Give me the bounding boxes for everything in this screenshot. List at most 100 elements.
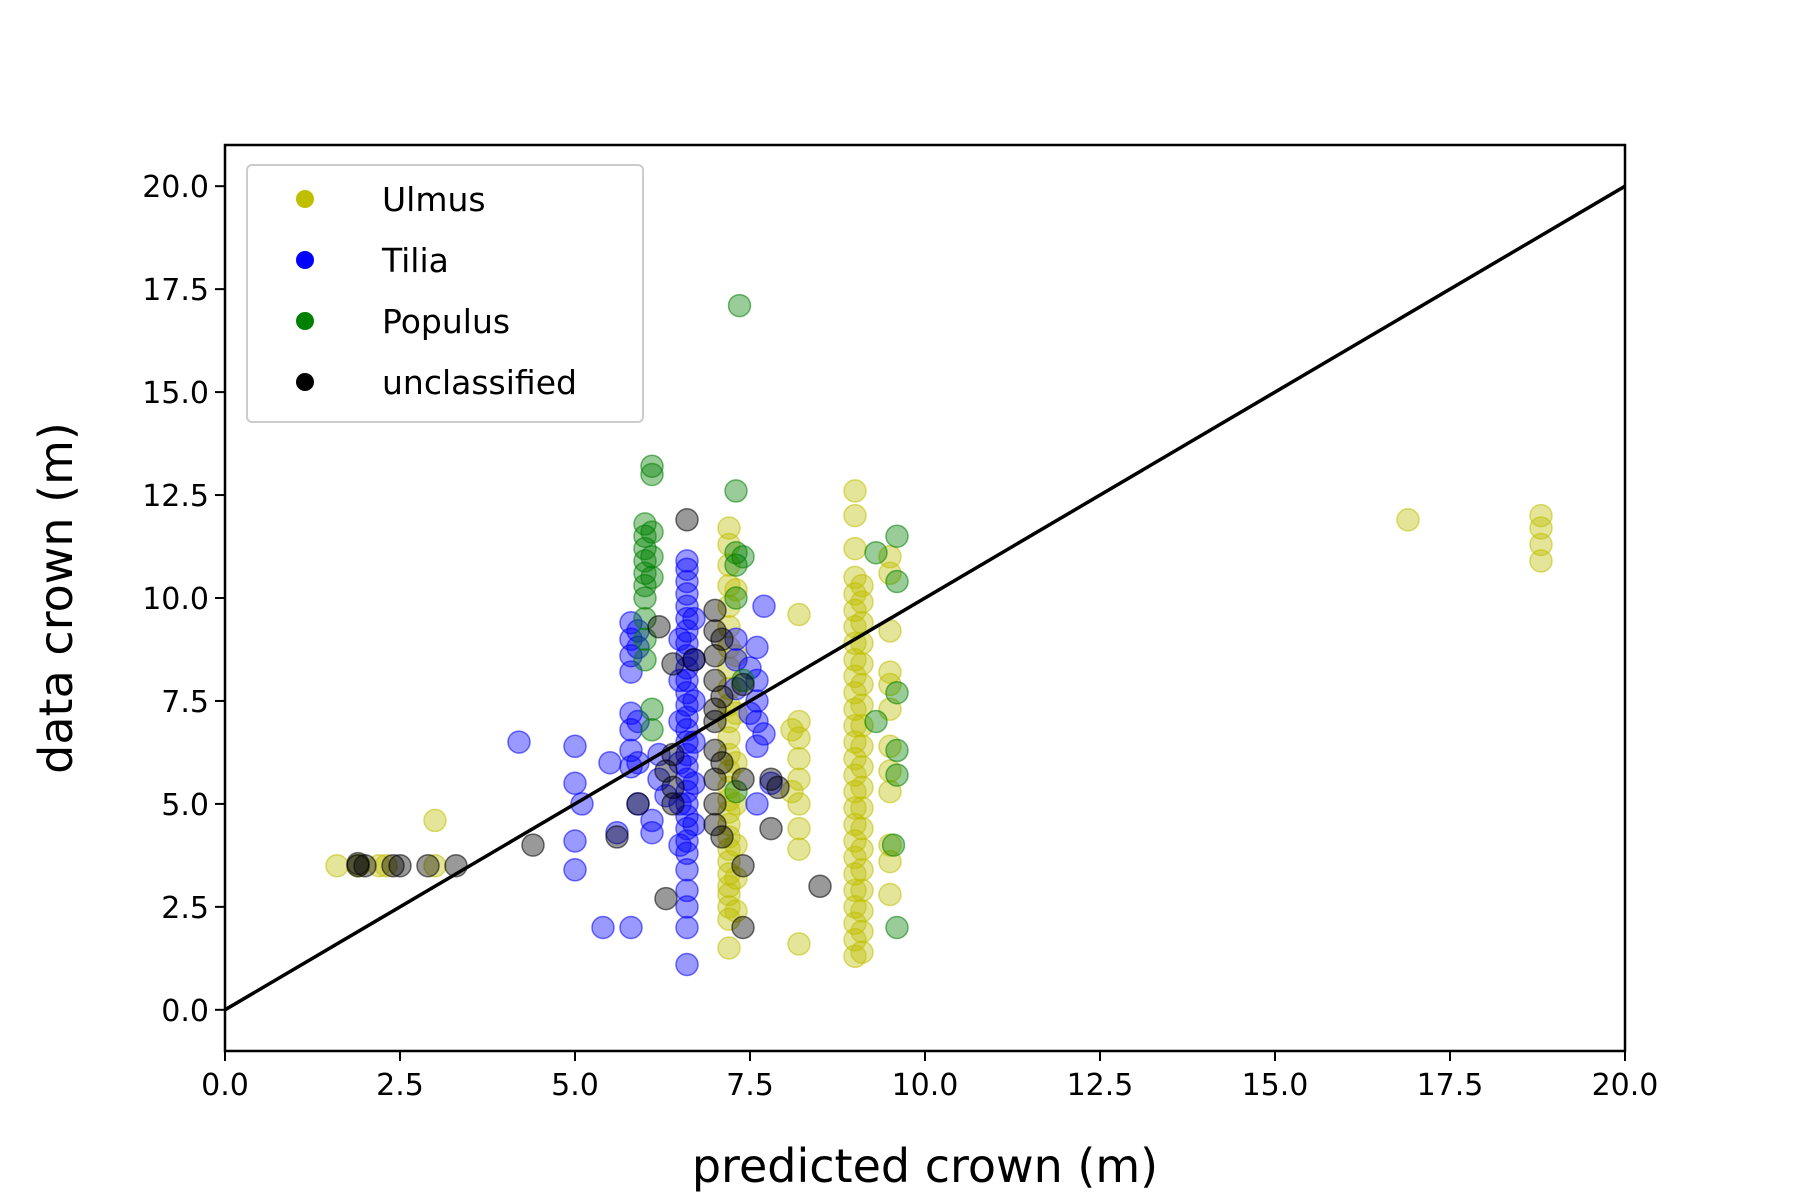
point-ulmus bbox=[850, 796, 874, 820]
point-unclassified bbox=[710, 825, 734, 849]
point-unclassified bbox=[661, 792, 685, 816]
point-ulmus bbox=[850, 899, 874, 923]
legend-marker-unclassified bbox=[296, 373, 314, 391]
x-tick-label: 7.5 bbox=[726, 1068, 774, 1103]
point-ulmus bbox=[843, 536, 867, 561]
point-ulmus bbox=[843, 944, 867, 969]
point-populus bbox=[885, 763, 909, 787]
point-unclassified bbox=[626, 792, 650, 816]
point-ulmus bbox=[787, 767, 811, 791]
point-tilia bbox=[675, 557, 699, 581]
point-unclassified bbox=[766, 775, 790, 800]
point-unclassified bbox=[605, 825, 629, 849]
x-tick-label: 15.0 bbox=[1242, 1068, 1309, 1103]
point-unclassified bbox=[675, 508, 699, 532]
x-tick-label: 17.5 bbox=[1417, 1068, 1484, 1103]
point-ulmus bbox=[850, 919, 874, 944]
y-tick-label: 17.5 bbox=[142, 273, 209, 308]
point-tilia bbox=[682, 771, 706, 796]
point-tilia bbox=[675, 878, 699, 903]
point-ulmus bbox=[843, 878, 867, 903]
point-ulmus bbox=[374, 853, 398, 878]
point-ulmus bbox=[878, 882, 902, 907]
point-ulmus bbox=[367, 853, 391, 878]
point-ulmus bbox=[850, 816, 874, 841]
x-tick-label: 5.0 bbox=[551, 1068, 599, 1103]
point-unclassified bbox=[381, 853, 405, 878]
point-tilia bbox=[752, 722, 776, 746]
y-axis-label: data crown (m) bbox=[29, 422, 83, 774]
legend-label-unclassified: unclassified bbox=[382, 363, 577, 402]
point-ulmus bbox=[1529, 503, 1553, 528]
point-populus bbox=[640, 718, 664, 742]
x-axis-ticks: 0.0 2.5 5.0 7.5 10.0 12.5 15.0 17.5 20.0 bbox=[201, 1051, 1658, 1103]
point-unclassified bbox=[731, 672, 755, 697]
point-populus bbox=[633, 524, 657, 548]
point-ulmus bbox=[325, 853, 349, 878]
legend-label-ulmus: Ulmus bbox=[382, 180, 486, 219]
legend-frame bbox=[246, 164, 644, 423]
point-ulmus bbox=[787, 746, 811, 771]
point-ulmus bbox=[724, 866, 748, 890]
point-tilia bbox=[640, 820, 664, 845]
point-ulmus bbox=[850, 693, 874, 717]
reference-line-layer bbox=[224, 184, 1626, 1012]
point-tilia bbox=[675, 668, 699, 693]
point-ulmus bbox=[787, 837, 811, 861]
point-ulmus bbox=[850, 734, 874, 759]
legend: Ulmus Tilia Populus unclassified bbox=[246, 164, 644, 423]
point-tilia bbox=[745, 734, 769, 759]
point-tilia bbox=[598, 750, 622, 775]
point-populus bbox=[724, 586, 748, 610]
point-ulmus bbox=[850, 713, 874, 738]
point-ulmus bbox=[1529, 532, 1553, 557]
point-ulmus bbox=[850, 837, 874, 861]
point-tilia bbox=[675, 606, 699, 631]
point-ulmus bbox=[850, 672, 874, 697]
point-tilia bbox=[507, 730, 531, 754]
point-unclassified bbox=[661, 775, 685, 800]
y-tick-label: 0.0 bbox=[161, 994, 209, 1029]
point-ulmus bbox=[780, 718, 804, 742]
point-tilia bbox=[675, 952, 699, 977]
point-tilia bbox=[591, 915, 615, 940]
point-populus bbox=[885, 680, 909, 705]
point-unclassified bbox=[682, 648, 706, 672]
point-ulmus bbox=[787, 602, 811, 627]
legend-marker-populus bbox=[296, 312, 314, 330]
point-tilia bbox=[563, 771, 587, 796]
point-unclassified bbox=[703, 598, 727, 623]
point-ulmus bbox=[1529, 549, 1553, 573]
y-tick-label: 20.0 bbox=[142, 170, 209, 205]
point-tilia bbox=[563, 858, 587, 882]
point-ulmus bbox=[717, 812, 741, 837]
point-ulmus bbox=[717, 895, 741, 919]
y-tick-label: 15.0 bbox=[142, 376, 209, 411]
point-unclassified bbox=[703, 792, 727, 816]
point-tilia bbox=[675, 582, 699, 606]
point-unclassified bbox=[710, 685, 734, 709]
x-tick-label: 2.5 bbox=[376, 1068, 424, 1103]
point-ulmus bbox=[717, 862, 741, 886]
point-tilia bbox=[745, 668, 769, 693]
point-populus bbox=[864, 709, 888, 734]
legend-marker-tilia bbox=[296, 251, 314, 269]
point-unclassified bbox=[731, 853, 755, 878]
legend-label-tilia: Tilia bbox=[381, 241, 449, 280]
point-tilia bbox=[745, 635, 769, 660]
point-tilia bbox=[668, 833, 692, 857]
point-tilia bbox=[745, 792, 769, 816]
point-tilia bbox=[675, 915, 699, 940]
points-layer bbox=[325, 293, 1553, 977]
point-tilia bbox=[724, 627, 748, 651]
point-ulmus bbox=[717, 936, 741, 960]
point-ulmus bbox=[717, 837, 741, 861]
point-ulmus bbox=[850, 590, 874, 614]
identity-line bbox=[224, 184, 1626, 1012]
point-populus bbox=[727, 293, 752, 318]
point-unclassified bbox=[416, 853, 440, 878]
point-tilia bbox=[668, 709, 692, 734]
point-ulmus bbox=[850, 652, 874, 676]
point-ulmus bbox=[1529, 516, 1553, 540]
point-populus bbox=[640, 565, 664, 590]
